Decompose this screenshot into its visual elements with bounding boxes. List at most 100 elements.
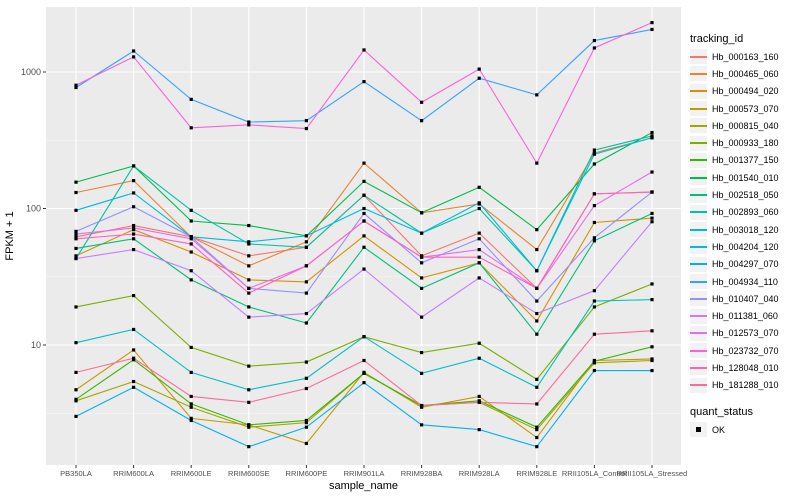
legend-key bbox=[690, 66, 707, 82]
data-point bbox=[362, 80, 366, 84]
data-point bbox=[189, 278, 193, 282]
data-point bbox=[132, 205, 136, 209]
data-point bbox=[132, 247, 136, 252]
data-point bbox=[592, 305, 596, 309]
legend-key-line-icon bbox=[690, 384, 707, 387]
data-point bbox=[650, 211, 654, 216]
data-point bbox=[650, 134, 654, 138]
x-tick-label: RRIM600PE bbox=[286, 469, 328, 478]
data-point bbox=[362, 381, 366, 385]
data-point bbox=[74, 85, 78, 90]
legend-label: Hb_181288_010 bbox=[712, 380, 779, 391]
data-point bbox=[304, 360, 308, 364]
data-point bbox=[74, 246, 78, 251]
data-point bbox=[132, 49, 136, 53]
black-square-point-icon bbox=[696, 427, 701, 432]
x-tick-label: RRIM928LA bbox=[459, 469, 500, 478]
legend-entry: Hb_001377_150 bbox=[690, 152, 800, 169]
data-point bbox=[132, 179, 136, 183]
data-point bbox=[420, 119, 424, 123]
y-tick-label: 100 bbox=[26, 204, 41, 214]
legend-key bbox=[690, 101, 707, 117]
data-point bbox=[189, 208, 193, 212]
data-point bbox=[304, 264, 308, 268]
quant-ok-key bbox=[690, 422, 707, 438]
data-point bbox=[420, 100, 424, 104]
data-point bbox=[477, 356, 481, 360]
legend-label: Hb_000573_070 bbox=[712, 103, 779, 114]
data-point bbox=[304, 421, 308, 425]
data-point bbox=[189, 237, 193, 241]
data-point bbox=[74, 235, 78, 239]
data-point bbox=[247, 123, 251, 127]
data-point bbox=[74, 397, 78, 401]
data-point bbox=[362, 193, 366, 197]
data-point bbox=[362, 371, 366, 375]
legend-entry: Hb_002893_060 bbox=[690, 204, 800, 221]
data-point bbox=[477, 341, 481, 345]
data-point bbox=[477, 400, 481, 404]
legend-key bbox=[690, 170, 707, 186]
legend-key bbox=[690, 325, 707, 341]
legend-label: Hb_004297_070 bbox=[712, 259, 779, 270]
data-point bbox=[477, 231, 481, 235]
data-point bbox=[362, 234, 366, 238]
legend-key-line-icon bbox=[690, 176, 707, 179]
legend-key bbox=[690, 239, 707, 255]
data-point bbox=[189, 126, 193, 130]
legend-key-line-icon bbox=[690, 72, 707, 75]
data-point bbox=[592, 152, 596, 156]
data-point bbox=[189, 405, 193, 409]
data-point bbox=[535, 428, 539, 432]
legend-key bbox=[690, 187, 707, 203]
legend-label: Hb_000815_040 bbox=[712, 120, 779, 131]
legend-label: Hb_000494_020 bbox=[712, 86, 779, 97]
data-point bbox=[420, 276, 424, 280]
data-point bbox=[535, 311, 539, 316]
legend-label: Hb_001540_010 bbox=[712, 172, 779, 183]
legend-label: Hb_010407_040 bbox=[712, 293, 779, 304]
x-tick-label: RRIM600LA bbox=[113, 469, 154, 478]
legend-key-line-icon bbox=[690, 228, 707, 231]
data-point bbox=[650, 27, 654, 32]
legend-entry: Hb_000573_070 bbox=[690, 100, 800, 117]
x-tick-label: RRII105LA_Stressed bbox=[617, 469, 687, 478]
legend-entry: Hb_011381_060 bbox=[690, 307, 800, 324]
legend-entry: Hb_128048_010 bbox=[690, 359, 800, 376]
data-point bbox=[650, 21, 654, 25]
data-point bbox=[247, 364, 251, 368]
data-point bbox=[74, 180, 78, 184]
legend-key bbox=[690, 360, 707, 376]
data-point bbox=[592, 368, 596, 373]
data-point bbox=[247, 425, 251, 429]
data-point bbox=[74, 388, 78, 392]
data-point bbox=[247, 445, 251, 449]
data-point bbox=[189, 402, 193, 406]
data-point bbox=[477, 255, 481, 259]
data-point bbox=[362, 211, 366, 216]
legend-key-line-icon bbox=[690, 211, 707, 214]
data-point bbox=[247, 315, 251, 319]
data-point bbox=[535, 299, 539, 303]
data-point bbox=[189, 97, 193, 101]
x-axis-title: sample_name bbox=[328, 480, 399, 492]
data-point bbox=[132, 232, 136, 236]
legend-key-line-icon bbox=[690, 142, 707, 145]
data-point bbox=[304, 321, 308, 325]
data-point bbox=[477, 276, 481, 280]
data-point bbox=[535, 402, 539, 406]
data-point bbox=[535, 332, 539, 336]
data-point bbox=[247, 388, 251, 392]
data-point bbox=[592, 192, 596, 196]
data-point bbox=[247, 278, 251, 282]
data-point bbox=[304, 119, 308, 123]
legend-label: Hb_001377_150 bbox=[712, 155, 779, 166]
data-point bbox=[247, 400, 251, 404]
data-point bbox=[74, 190, 78, 195]
data-point bbox=[304, 376, 308, 380]
data-point bbox=[362, 358, 366, 363]
legend-label: Hb_000465_060 bbox=[712, 68, 779, 79]
data-point bbox=[592, 289, 596, 293]
legend-entry: Hb_000163_160 bbox=[690, 48, 800, 65]
data-point bbox=[650, 216, 654, 220]
